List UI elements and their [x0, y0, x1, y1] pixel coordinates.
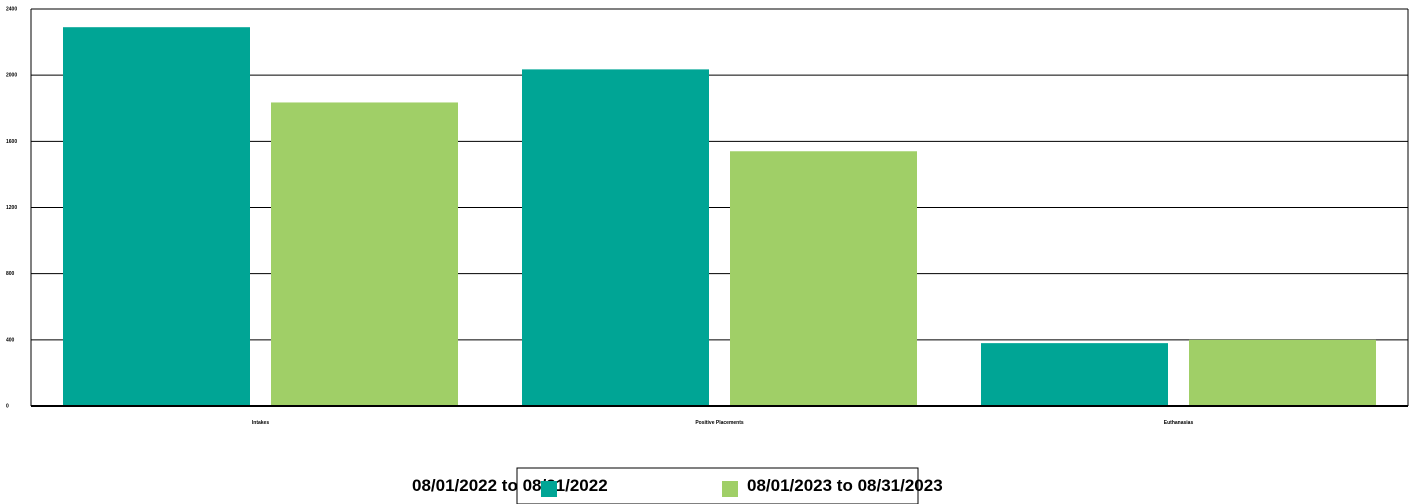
- bar-euthanasias-series-2: [1189, 339, 1376, 406]
- y-tick-label: 1600: [6, 139, 17, 145]
- y-tick-label: 400: [6, 337, 15, 343]
- bar-positive-placements-series-1: [522, 69, 709, 407]
- bar-euthanasias-series-1: [981, 343, 1168, 406]
- legend-box: [516, 467, 919, 504]
- legend-swatch-2: [722, 481, 738, 497]
- bar-intakes-series-1: [63, 27, 250, 407]
- legend-swatch-1: [541, 481, 557, 497]
- legend-label-2: 08/01/2023 to 08/31/2023: [747, 476, 943, 495]
- legend: 08/01/2022 to 08/31/2022 08/01/2023 to 08…: [412, 467, 943, 504]
- bar-positive-placements-series-2: [730, 151, 917, 406]
- x-category-label: Intakes: [252, 420, 269, 426]
- bars: [63, 27, 1376, 407]
- x-axis-categories: Intakes Positive Placements Euthanasias: [252, 420, 1194, 426]
- gridlines: [31, 74, 1408, 341]
- y-axis-ticks: 0 400 800 1200 1600 2000 2400: [6, 7, 17, 410]
- y-tick-label: 800: [6, 271, 15, 277]
- y-tick-label: 2000: [6, 73, 17, 79]
- x-category-label: Positive Placements: [695, 420, 744, 426]
- x-category-label: Euthanasias: [1164, 420, 1194, 426]
- y-tick-label: 1200: [6, 205, 17, 211]
- y-tick-label: 2400: [6, 7, 17, 13]
- bar-intakes-series-2: [271, 102, 458, 406]
- legend-label-1: 08/01/2022 to 08/31/2022: [412, 476, 608, 495]
- y-tick-label: 0: [6, 404, 9, 410]
- plot-frame: [30, 8, 1409, 407]
